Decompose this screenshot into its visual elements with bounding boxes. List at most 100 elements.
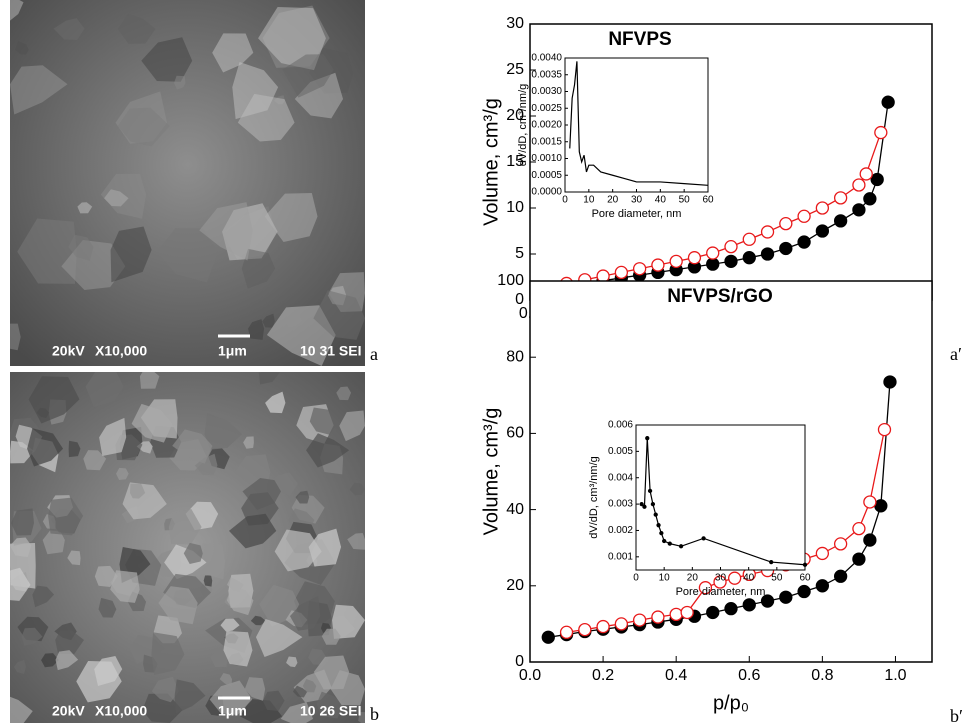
sem-grain [321, 628, 341, 645]
y-tick-label: 20 [506, 577, 524, 594]
data-point [852, 203, 866, 217]
data-point [779, 216, 793, 231]
sem-grain [151, 676, 179, 703]
sem-grain [156, 228, 218, 283]
sem-grain [226, 585, 254, 616]
panel-label: b′ [950, 706, 963, 723]
data-point [769, 559, 774, 565]
sem-grain [219, 672, 232, 687]
sem-grain [85, 372, 124, 408]
sem-grain [204, 413, 243, 450]
sem-info: 1μm [218, 343, 247, 359]
sem-grain [117, 107, 170, 147]
sem-image-b: 20kV X10,000 1μm 10 26 SEI [10, 372, 365, 723]
sem-grain [28, 376, 80, 424]
sem-grain [55, 630, 84, 655]
sem-grain [10, 696, 33, 723]
y-tick-label: 0.0025 [531, 103, 562, 114]
data-point [653, 512, 658, 517]
sem-grain [27, 428, 64, 467]
sem-grain [67, 550, 81, 566]
y-tick-label: 0.006 [608, 420, 633, 431]
data-point [559, 625, 574, 639]
x-tick-label: 50 [771, 573, 783, 584]
sem-grain [131, 403, 173, 443]
sem-grain [266, 472, 298, 497]
x-tick-label: 0 [633, 573, 639, 584]
sem-grain [250, 615, 266, 626]
sem-grain [262, 690, 285, 712]
panel-label: a [370, 344, 378, 364]
y-tick-label: 0.0010 [531, 153, 562, 164]
data-point [645, 436, 650, 441]
data-point [874, 499, 888, 513]
data-point [833, 191, 848, 205]
sem-grain [173, 75, 186, 90]
sem-grain [98, 597, 117, 618]
sem-grain [10, 0, 24, 21]
data-point [802, 562, 808, 567]
sem-grain [122, 482, 167, 520]
sem-grain [330, 670, 365, 706]
sem-grain [174, 679, 206, 714]
y-tick-label: 0.0040 [531, 53, 562, 64]
sem-info: 20kV [52, 343, 85, 359]
data-point [614, 617, 629, 631]
y-tick-label: 80 [506, 348, 524, 365]
sem-grain [228, 513, 277, 549]
data-point [724, 602, 738, 616]
data-point [632, 613, 647, 627]
sem-grain [110, 226, 152, 283]
y-axis-label: dV/dD, cm³/nm/g [588, 456, 600, 539]
y-tick-label: 0.003 [608, 499, 633, 510]
x-tick-label: 50 [679, 195, 691, 206]
x-tick-label: 20 [687, 573, 699, 584]
sem-texture [10, 0, 365, 366]
data-point [706, 605, 720, 620]
x-tick-label: 0.2 [592, 667, 614, 684]
y-tick-label: 0.0005 [531, 170, 562, 181]
sem-grain [241, 248, 276, 289]
sem-grain [104, 189, 129, 207]
data-point [815, 201, 830, 215]
sem-grain [237, 93, 295, 142]
data-point [669, 607, 683, 622]
data-point [852, 178, 866, 192]
sem-grain [53, 18, 85, 41]
sem-grain [349, 482, 365, 496]
x-tick-label: 0.8 [811, 667, 833, 684]
data-point [852, 522, 866, 536]
data-point [656, 523, 661, 528]
x-tick-label: 40 [743, 573, 755, 584]
x-tick-label: 0.0 [519, 667, 541, 684]
sem-grain [286, 656, 298, 668]
data-point [651, 258, 665, 272]
chart-title: NFVPS/rGO [667, 286, 773, 307]
sem-grain [15, 41, 29, 55]
sem-grain [83, 450, 107, 471]
data-point [701, 536, 706, 541]
data-point [706, 246, 720, 260]
data-point [797, 235, 811, 249]
sem-grain [244, 677, 266, 701]
y-tick-label: 0.0015 [531, 136, 562, 147]
y-axis-label: Volume, cm³/g [480, 98, 502, 226]
panel-label: a′ [950, 344, 962, 364]
sem-grain [262, 313, 275, 328]
y-tick-label: 100 [497, 272, 524, 289]
data-point [662, 538, 667, 544]
y-tick-label: 15 [506, 153, 524, 170]
data-point [578, 622, 592, 637]
sem-grain [42, 530, 65, 555]
data-point [659, 530, 664, 536]
sem-grain [17, 218, 77, 284]
x-tick-label: 10 [659, 573, 671, 584]
data-point [833, 537, 848, 551]
series-line [641, 438, 806, 566]
y-tick-label: 0.0035 [531, 69, 562, 80]
sem-grain [68, 440, 81, 458]
data-point [647, 488, 653, 494]
data-point [833, 214, 848, 228]
data-point [760, 225, 775, 239]
